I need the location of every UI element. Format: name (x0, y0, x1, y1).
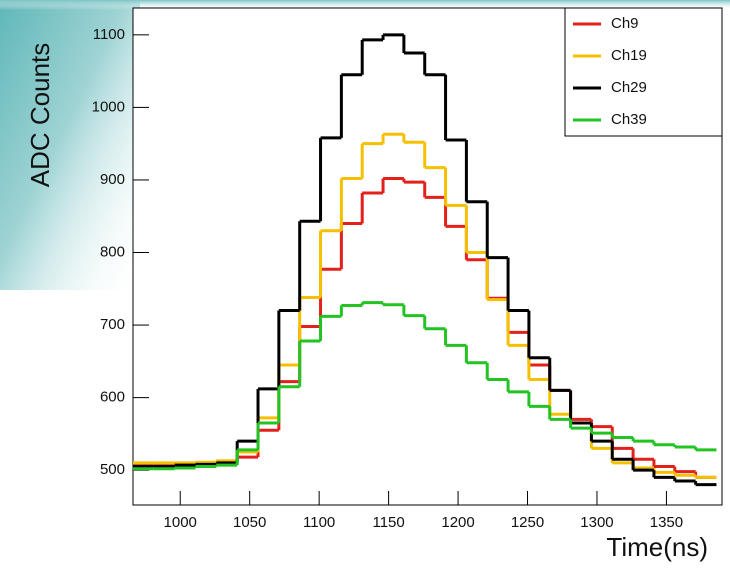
x-tick-label: 1350 (650, 514, 683, 531)
legend-label: Ch19 (611, 47, 647, 64)
x-tick-label: 1000 (164, 514, 197, 531)
x-tick-label: 1300 (580, 514, 613, 531)
x-tick-label: 1150 (372, 514, 404, 531)
y-tick-label: 900 (100, 171, 125, 188)
x-tick-label: 1250 (511, 514, 544, 531)
x-tick-label: 1200 (441, 514, 474, 531)
y-axis-label: ADC Counts (25, 43, 55, 188)
y-tick-label: 700 (100, 316, 125, 333)
legend-box (564, 7, 723, 137)
x-tick-label: 1050 (233, 514, 266, 531)
x-tick-label: 1100 (303, 514, 335, 531)
y-tick-label: 1000 (92, 98, 125, 115)
y-tick-label: 1100 (93, 26, 125, 43)
background-image (0, 0, 140, 290)
legend-label: Ch39 (611, 111, 647, 128)
legend-label: Ch9 (611, 15, 639, 32)
legend-label: Ch29 (611, 79, 647, 96)
y-tick-label: 800 (100, 243, 125, 260)
background-image (0, 0, 730, 10)
x-axis-label: Time(ns) (606, 532, 708, 562)
y-tick-label: 500 (100, 461, 125, 478)
y-tick-label: 600 (100, 389, 125, 406)
